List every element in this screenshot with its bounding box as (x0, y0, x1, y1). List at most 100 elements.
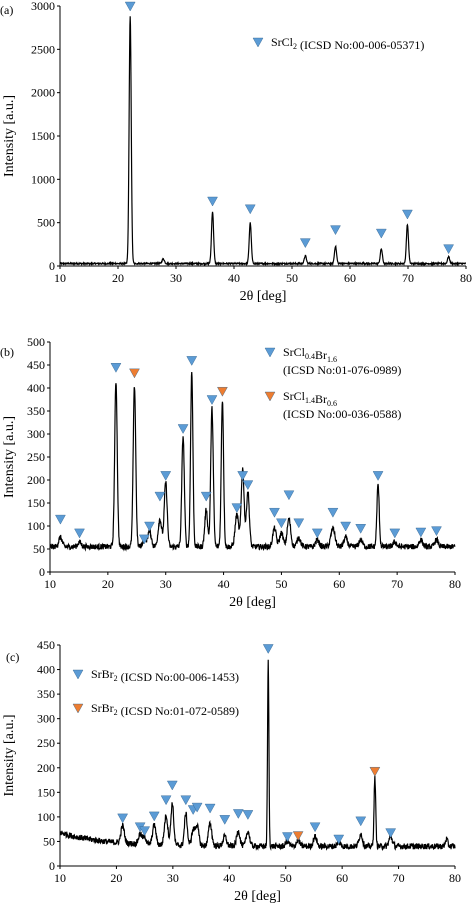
panel2-orange-peak-marker (129, 368, 140, 379)
panel3-orange-peak-marker (369, 767, 381, 777)
panel2-legend-marker-blue (264, 347, 276, 358)
panel2-y-tick-label: 200 (27, 473, 45, 487)
panel2-blue-peak-marker (269, 508, 280, 518)
panel2-blue-peak-marker (389, 528, 401, 539)
panel2-blue-peak-marker (200, 491, 212, 502)
panel3-blue-peak-marker (166, 780, 178, 791)
panel3-legend-marker-orange (72, 703, 84, 714)
legend-text-part: SrCl (283, 345, 306, 359)
panel3-blue-peak-marker (282, 832, 293, 842)
panel1-blue-peak-marker (330, 225, 341, 236)
panel2-blue-peak-marker (74, 528, 85, 539)
legend-text-part: (ICSD No:01-072-0589) (118, 704, 239, 718)
panel3-blue-peak-marker (262, 644, 274, 654)
legend-text-part: (ICSD No:00-006-1453) (118, 670, 239, 684)
panel2-xrd-trace (49, 371, 456, 552)
panel2-y-tick-label: 250 (27, 450, 45, 464)
legend-text-part: Br (315, 392, 327, 406)
legend-text-part: 2 (293, 42, 297, 51)
panel3-blue-peak-marker (309, 822, 321, 833)
panel2-legend-entry-orange-icsd: (ICSD No:00-036-0588) (283, 407, 401, 421)
panel2-y-tick-label: 300 (27, 427, 45, 441)
panel3-blue-peak-marker (333, 834, 345, 845)
panel2-x-tick-label: 30 (160, 577, 172, 591)
panel1-blue-peak-marker (443, 244, 454, 255)
panel2-blue-peak-marker (355, 524, 367, 534)
panel2-y-tick-label: 100 (27, 519, 45, 533)
panel2-blue-peak-marker (160, 471, 172, 481)
panel1-blue-peak-marker (300, 238, 311, 249)
panel3-blue-peak-marker (191, 802, 203, 813)
panel1-blue-peak-marker (124, 1, 136, 12)
legend-text-part: SrBr (91, 667, 114, 681)
panel2-x-tick-label: 10 (44, 577, 56, 591)
panel3-blue-peak-marker (242, 810, 254, 820)
panel2-x-tick-label: 40 (218, 577, 230, 591)
panel3-x-tick-label: 30 (167, 871, 179, 885)
panel1-x-tick-label: 50 (286, 271, 298, 285)
panel2-blue-peak-marker (431, 526, 442, 537)
panel2-y-tick-label: 150 (27, 496, 45, 510)
panel2-blue-peak-marker (144, 521, 155, 532)
panel2-y-tick-label: 50 (33, 542, 45, 556)
panel3-y-axis-title: Intensity [a.u.] (2, 714, 17, 796)
panel2-y-tick-label: 500 (27, 335, 45, 349)
panel3-blue-peak-marker (232, 809, 244, 819)
panel2-blue-peak-marker (276, 518, 287, 529)
panel2-y-tick-label: 400 (27, 381, 45, 395)
panel3-x-tick-label: 10 (54, 871, 66, 885)
panel2-blue-peak-marker (340, 521, 351, 532)
panel1-legend-entry-blue: SrCl2 (ICSD No:00-006-05371) (271, 35, 424, 52)
panel3-blue-peak-marker (160, 795, 172, 806)
panel1-x-tick-label: 10 (54, 271, 66, 285)
panel1-blue-peak-marker (402, 209, 413, 220)
panel2-panel-label: (b) (0, 345, 14, 359)
panel3-y-tick-label: 400 (37, 663, 55, 677)
legend-text-part: 0.4 (305, 352, 315, 361)
legend-text-part: 2 (114, 708, 118, 717)
panel1-y-tick-label: 2500 (31, 42, 55, 56)
panel2-blue-peak-marker (311, 528, 323, 539)
panel2-blue-peak-marker (372, 471, 384, 481)
panel3-x-tick-label: 40 (223, 871, 235, 885)
panel1-y-tick-label: 1500 (31, 129, 55, 143)
panel1-blue-peak-marker (207, 196, 218, 207)
panel3-x-tick-label: 80 (449, 871, 461, 885)
panel1-x-tick-label: 70 (402, 271, 414, 285)
panel3-y-tick-label: 150 (37, 785, 55, 799)
panel1-x-tick-label: 60 (344, 271, 356, 285)
panel2-blue-peak-marker (138, 534, 150, 545)
panel2-y-tick-label: 0 (39, 565, 45, 579)
panel3-x-axis-title: 2θ [deg] (234, 889, 281, 904)
panel2-y-axis-title: Intensity [a.u.] (2, 416, 17, 498)
legend-text-part: 1.4 (305, 396, 315, 405)
panel2-blue-peak-marker (55, 514, 66, 525)
panel2-blue-peak-marker (283, 490, 295, 501)
panel1-x-tick-label: 80 (460, 271, 472, 285)
panel3-blue-peak-marker (139, 826, 150, 837)
panel3-orange-peak-marker (292, 831, 304, 841)
panel2-legend-entry-blue-icsd: (ICSD No:01-076-0989) (283, 363, 401, 377)
panel3-xrd-trace (59, 659, 456, 852)
panel3-legend-marker-blue (72, 669, 84, 680)
panel3-y-tick-label: 350 (37, 687, 55, 701)
panel2-y-tick-label: 350 (27, 404, 45, 418)
panel3-legend-entry-orange: SrBr2 (ICSD No:01-072-0589) (91, 701, 239, 718)
panel3-blue-peak-marker (204, 803, 216, 814)
panel2-x-tick-label: 50 (275, 577, 287, 591)
panel1-x-tick-label: 30 (170, 271, 182, 285)
panel3-y-tick-label: 450 (37, 638, 55, 652)
panel2-blue-peak-marker (206, 395, 218, 405)
panel2-y-tick-label: 450 (27, 358, 45, 372)
panel2-x-tick-label: 60 (333, 577, 345, 591)
panel1-xrd-trace (59, 16, 467, 267)
panel1-y-tick-label: 3000 (31, 0, 55, 13)
legend-text-part: Br (315, 348, 327, 362)
panel1-y-tick-label: 2000 (31, 86, 55, 100)
panel2-blue-peak-marker (177, 424, 189, 434)
panel2-blue-peak-marker (110, 363, 122, 373)
legend-text-part: SrCl (271, 35, 294, 49)
panel1-x-tick-label: 20 (112, 271, 124, 285)
panel1-x-tick-label: 40 (228, 271, 240, 285)
panel3-x-tick-label: 50 (280, 871, 292, 885)
